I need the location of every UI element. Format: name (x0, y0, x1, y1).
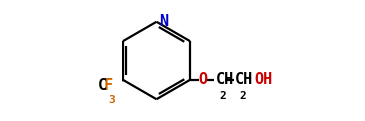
Text: C: C (97, 78, 107, 93)
Text: O: O (198, 72, 207, 87)
Text: 2: 2 (220, 91, 226, 101)
Text: 3: 3 (108, 95, 115, 105)
Text: N: N (159, 14, 168, 29)
Text: CH: CH (235, 72, 253, 87)
Text: F: F (103, 78, 112, 93)
Text: OH: OH (254, 72, 273, 87)
Text: 2: 2 (239, 91, 246, 101)
Text: CH: CH (216, 72, 234, 87)
